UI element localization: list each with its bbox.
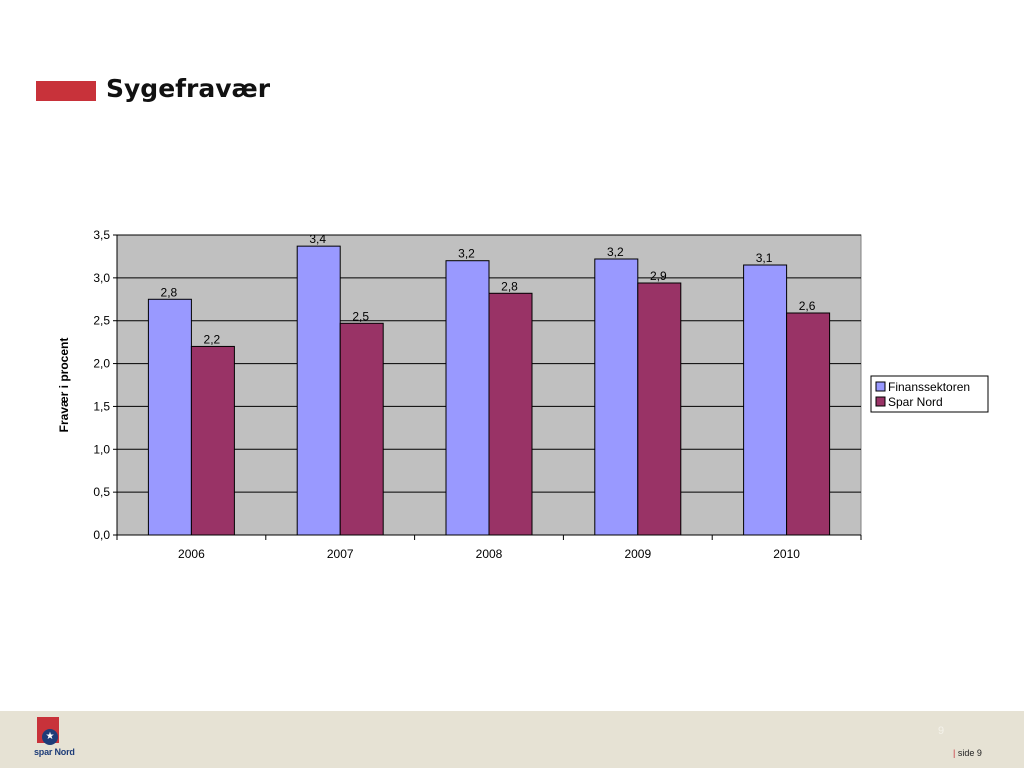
- data-label: 3,4: [309, 232, 326, 246]
- x-tick-label: 2010: [773, 547, 800, 561]
- slide-title: Sygefravær: [106, 74, 271, 103]
- data-label: 3,1: [756, 251, 773, 265]
- logo-text: spar Nord: [34, 747, 75, 757]
- page-number: 9: [938, 725, 945, 737]
- x-tick-label: 2007: [327, 547, 354, 561]
- bar: [445, 260, 490, 536]
- side-label: | side 9: [953, 748, 982, 758]
- bar: [786, 312, 831, 536]
- bar: [743, 264, 788, 536]
- data-label: 2,8: [501, 279, 518, 293]
- legend-swatch: [875, 396, 886, 407]
- legend-label: Spar Nord: [888, 395, 943, 409]
- y-tick-label: 2,0: [93, 357, 110, 371]
- y-tick-label: 1,5: [93, 399, 110, 413]
- y-tick-label: 2,5: [93, 314, 110, 328]
- data-label: 3,2: [458, 247, 475, 261]
- bar: [637, 282, 682, 536]
- y-tick-label: 0,0: [93, 528, 110, 542]
- data-label: 2,6: [799, 299, 816, 313]
- y-tick-label: 0,5: [93, 485, 110, 499]
- bar: [190, 345, 235, 536]
- bar: [296, 245, 341, 536]
- legend-label: Finanssektoren: [888, 380, 970, 394]
- side-separator: |: [953, 748, 956, 758]
- title-accent-bar: [36, 81, 96, 101]
- side-label-text: side 9: [957, 748, 982, 758]
- bar: [147, 298, 192, 536]
- y-tick-label: 3,5: [93, 228, 110, 242]
- x-tick-label: 2006: [178, 547, 205, 561]
- y-axis-label: Fravær i procent: [57, 338, 71, 433]
- bar: [488, 292, 533, 536]
- x-tick-label: 2009: [624, 547, 651, 561]
- data-label: 2,2: [204, 332, 221, 346]
- star-icon: ★: [42, 729, 58, 745]
- data-label: 2,8: [161, 285, 178, 299]
- legend-box: [870, 375, 989, 413]
- y-tick-label: 3,0: [93, 271, 110, 285]
- bar: [339, 322, 384, 536]
- data-label: 2,5: [352, 309, 369, 323]
- x-tick-label: 2008: [476, 547, 503, 561]
- y-tick-label: 1,0: [93, 442, 110, 456]
- legend-swatch: [875, 381, 886, 392]
- bar-chart: 0,0 0,5 1,0 1,5 2,0 2,5 3,0 3,5 Fravær i procent…: [57, 228, 989, 561]
- data-label: 3,2: [607, 245, 624, 259]
- spar-nord-logo: ★ spar Nord: [34, 717, 80, 763]
- footer: ★ spar Nord 9 | side 9: [0, 711, 1024, 768]
- bar: [594, 258, 639, 536]
- data-label: 2,9: [650, 269, 667, 283]
